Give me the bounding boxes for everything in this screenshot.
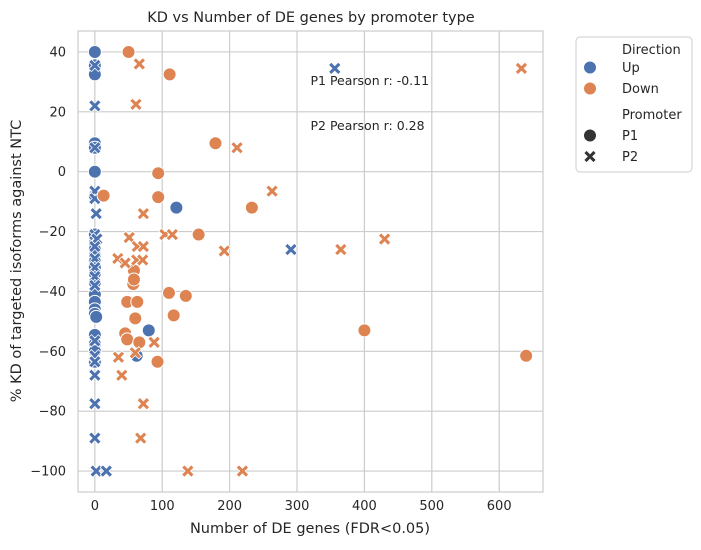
data-point — [136, 206, 151, 221]
x-tick-label: 300 — [285, 499, 310, 514]
data-point — [122, 230, 136, 245]
y-tick-label: 40 — [49, 45, 66, 60]
data-point — [147, 335, 161, 350]
x-tick-label: 600 — [487, 499, 512, 514]
data-point — [88, 239, 102, 254]
y-tick-label: −20 — [39, 225, 66, 240]
axis-ticks: 0 100 200 300 400 500 600 −100 −80 −60 −40 −20 0 20 40 — [30, 45, 511, 514]
data-point — [191, 227, 206, 242]
data-point — [181, 464, 195, 478]
legend-marker-p1 — [583, 128, 597, 143]
legend-hue-title: Direction — [622, 43, 681, 58]
data-point — [88, 278, 102, 293]
x-tick-label: 200 — [217, 499, 242, 514]
data-point — [120, 332, 135, 347]
data-point — [284, 242, 298, 257]
data-point — [136, 396, 151, 411]
data-point — [128, 311, 143, 326]
data-point — [88, 355, 102, 369]
data-point — [151, 166, 166, 181]
pearson-annotation: P1 Pearson r: -0.11 — [311, 73, 430, 88]
data-point — [88, 431, 102, 445]
y-tick-label: −40 — [39, 285, 66, 300]
x-axis-label: Number of DE genes (FDR<0.05) — [190, 521, 430, 537]
legend: Direction Up Down Promoter P1 P2 — [575, 36, 693, 173]
data-point — [87, 44, 102, 59]
data-point — [230, 141, 244, 155]
data-point — [377, 232, 392, 246]
legend-label-up: Up — [622, 61, 640, 76]
data-point — [128, 346, 143, 360]
data-point — [334, 242, 348, 257]
data-point — [129, 97, 143, 112]
data-point — [88, 396, 102, 411]
legend-marker-up — [583, 60, 597, 75]
y-tick-label: −80 — [39, 405, 66, 420]
grid — [78, 31, 543, 492]
data-point — [96, 188, 111, 203]
data-point — [88, 141, 102, 155]
data-point — [115, 368, 129, 382]
chart-title: KD vs Number of DE genes by promoter typ… — [147, 10, 475, 26]
data-point — [99, 464, 114, 478]
data-point — [519, 348, 534, 363]
pearson-annotation: P2 Pearson r: 0.28 — [311, 118, 425, 133]
legend-box — [575, 36, 693, 173]
data-point — [235, 464, 250, 478]
data-point — [514, 61, 529, 76]
data-point — [88, 334, 102, 348]
x-tick-label: 400 — [352, 499, 377, 514]
data-point — [136, 239, 151, 254]
data-point — [165, 227, 180, 242]
data-point — [169, 200, 184, 215]
data-point — [357, 323, 372, 338]
x-tick-label: 0 — [91, 499, 99, 514]
data-point — [88, 99, 102, 113]
data-point — [244, 200, 259, 215]
legend-label-down: Down — [622, 82, 659, 97]
y-tick-label: −60 — [39, 345, 66, 360]
data-point — [88, 368, 102, 382]
annotations: P1 Pearson r: -0.11 P2 Pearson r: 0.28 — [311, 73, 430, 133]
data-point — [178, 288, 193, 303]
data-point — [87, 164, 102, 179]
data-point — [89, 206, 103, 221]
data-point — [130, 294, 145, 309]
legend-marker-down — [583, 81, 597, 96]
data-point — [121, 44, 136, 59]
data-point — [132, 57, 147, 71]
x-tick-label: 500 — [419, 499, 444, 514]
plot-frame — [77, 30, 544, 493]
data-points — [87, 44, 534, 478]
y-tick-label: −100 — [30, 465, 66, 480]
data-point — [162, 67, 177, 82]
data-point — [88, 58, 102, 73]
data-point — [118, 256, 132, 270]
data-point — [166, 308, 181, 323]
legend-label-p1: P1 — [622, 129, 638, 144]
data-point — [111, 350, 126, 365]
data-point — [141, 323, 156, 338]
data-point — [126, 272, 141, 287]
data-point — [135, 253, 150, 267]
y-axis-label: % KD of targeted isoforms against NTC — [9, 120, 25, 403]
data-point — [217, 244, 231, 258]
data-point — [150, 354, 165, 369]
data-point — [89, 309, 104, 324]
legend-style-title: Promoter — [622, 108, 682, 123]
y-tick-label: 20 — [49, 105, 66, 120]
data-point — [161, 285, 176, 300]
data-point — [265, 184, 279, 198]
data-point — [328, 61, 342, 76]
data-point — [208, 136, 223, 151]
legend-label-p2: P2 — [622, 150, 638, 165]
x-tick-label: 100 — [150, 499, 175, 514]
legend-marker-p2 — [583, 149, 597, 164]
data-point — [133, 431, 148, 445]
data-point — [151, 190, 166, 205]
y-tick-label: 0 — [58, 165, 66, 180]
